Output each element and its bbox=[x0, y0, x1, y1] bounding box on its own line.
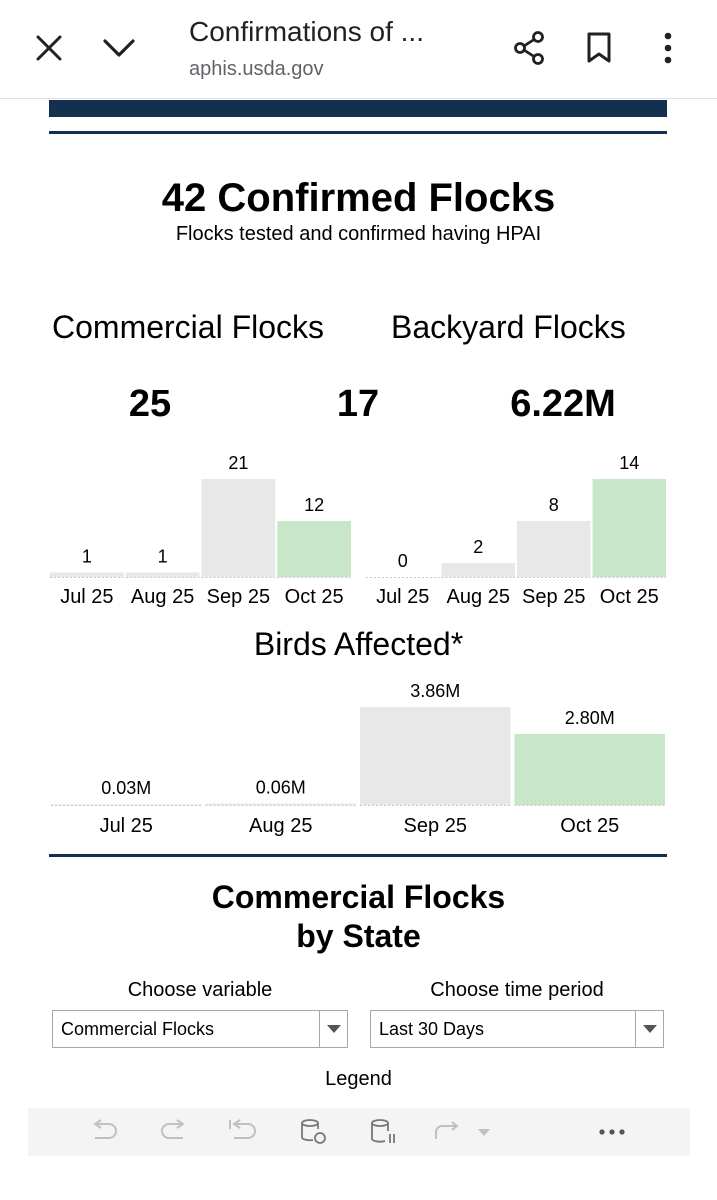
birds-total: 6.22M bbox=[510, 383, 616, 425]
bar-oct-25[interactable] bbox=[514, 733, 666, 805]
commercial-total: 25 bbox=[128, 383, 172, 425]
bar-aug-25[interactable] bbox=[125, 572, 200, 577]
variable-label: Choose variable bbox=[127, 979, 273, 1001]
bar-sep-25[interactable] bbox=[517, 521, 591, 577]
bar-oct-25[interactable] bbox=[277, 521, 351, 577]
x-tick-label: Aug 25 bbox=[249, 815, 312, 837]
x-tick-label: Aug 25 bbox=[131, 586, 194, 608]
bar-sep-25[interactable] bbox=[201, 479, 276, 577]
birds-affected-chart: 0.03M Jul 25 0.06M Aug 25 3.86M Sep 25 2.80M Oc… bbox=[51, 681, 666, 837]
data-label: 21 bbox=[228, 453, 248, 473]
divider bbox=[49, 131, 667, 134]
revert-icon[interactable] bbox=[226, 1116, 258, 1148]
bar-aug-25[interactable] bbox=[441, 563, 516, 577]
data-label: 14 bbox=[619, 453, 639, 473]
page-url: aphis.usda.gov bbox=[189, 58, 324, 80]
page-title: Confirmations of ... bbox=[189, 16, 424, 47]
more-icon[interactable] bbox=[596, 1116, 628, 1148]
bar-jul-25[interactable] bbox=[50, 572, 124, 577]
data-label: 3.86M bbox=[410, 681, 460, 701]
x-tick-label: Sep 25 bbox=[207, 586, 270, 608]
bar-sep-25[interactable] bbox=[360, 707, 511, 805]
share-view-icon[interactable] bbox=[431, 1116, 463, 1148]
browser-top-bar: Confirmations of ... aphis.usda.gov bbox=[0, 0, 717, 99]
share-icon[interactable] bbox=[505, 24, 553, 72]
x-tick-label: Oct 25 bbox=[560, 815, 619, 837]
legend-label: Legend bbox=[325, 1068, 392, 1090]
confirmed-flocks-headline: 42 Confirmed Flocks bbox=[161, 176, 556, 220]
data-label: 1 bbox=[82, 546, 92, 566]
bar-jul-25[interactable] bbox=[51, 804, 202, 805]
confirmed-flocks-subtitle: Flocks tested and confirmed having HPAI bbox=[175, 223, 542, 245]
x-tick-label: Jul 25 bbox=[376, 586, 429, 608]
by-state-title-line2: by State bbox=[296, 918, 421, 954]
backyard-flocks-chart: 0 Jul 25 2 Aug 25 8 Sep 25 14 Oct 25 bbox=[366, 453, 667, 608]
undo-icon[interactable] bbox=[88, 1116, 120, 1148]
dropdown-arrow-icon[interactable] bbox=[635, 1011, 663, 1047]
bar-oct-25[interactable] bbox=[592, 479, 667, 577]
variable-select-value: Commercial Flocks bbox=[61, 1018, 215, 1039]
divider bbox=[49, 854, 667, 857]
chevron-down-icon[interactable] bbox=[95, 24, 143, 72]
header-band bbox=[49, 100, 667, 117]
time-period-label: Choose time period bbox=[430, 979, 604, 1001]
refresh-data-icon[interactable] bbox=[298, 1116, 330, 1148]
x-tick-label: Jul 25 bbox=[100, 815, 153, 837]
redo-icon[interactable] bbox=[158, 1116, 190, 1148]
close-icon[interactable] bbox=[25, 24, 73, 72]
by-state-title-line1: Commercial Flocks bbox=[211, 879, 506, 915]
bar-aug-25[interactable] bbox=[205, 803, 357, 805]
x-tick-label: Aug 25 bbox=[447, 586, 510, 608]
data-label: 2.80M bbox=[565, 708, 615, 728]
x-tick-label: Jul 25 bbox=[60, 586, 113, 608]
data-label: 0.06M bbox=[256, 777, 306, 797]
share-dropdown-icon[interactable] bbox=[474, 1116, 494, 1148]
viz-toolbar bbox=[28, 1108, 690, 1156]
x-tick-label: Oct 25 bbox=[600, 586, 659, 608]
x-tick-label: Oct 25 bbox=[285, 586, 344, 608]
x-tick-label: Sep 25 bbox=[404, 815, 467, 837]
data-label: 0.03M bbox=[101, 778, 151, 798]
x-tick-label: Sep 25 bbox=[522, 586, 585, 608]
data-label: 12 bbox=[304, 495, 324, 515]
backyard-flocks-title: Backyard Flocks bbox=[391, 309, 626, 345]
more-vertical-icon[interactable] bbox=[644, 24, 692, 72]
commercial-flocks-title: Commercial Flocks bbox=[52, 309, 325, 345]
data-label: 1 bbox=[158, 546, 168, 566]
birds-affected-title: Birds Affected* bbox=[253, 626, 464, 662]
pause-data-icon[interactable] bbox=[368, 1116, 400, 1148]
data-label: 0 bbox=[398, 551, 408, 571]
time-period-select-value: Last 30 Days bbox=[379, 1018, 485, 1039]
bookmark-icon[interactable] bbox=[575, 24, 623, 72]
variable-select[interactable]: Commercial Flocks bbox=[52, 1010, 348, 1048]
data-label: 8 bbox=[549, 495, 559, 515]
dropdown-arrow-icon[interactable] bbox=[319, 1011, 347, 1047]
commercial-flocks-chart: 1 Jul 25 1 Aug 25 21 Sep 25 12 Oct 25 bbox=[50, 453, 351, 608]
data-label: 2 bbox=[473, 537, 483, 557]
backyard-total: 17 bbox=[336, 383, 380, 425]
time-period-select[interactable]: Last 30 Days bbox=[370, 1010, 664, 1048]
